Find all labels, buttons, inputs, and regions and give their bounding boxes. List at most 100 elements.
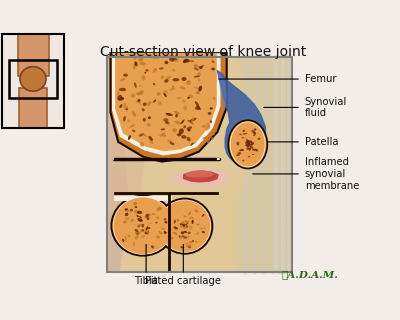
Ellipse shape bbox=[256, 149, 258, 151]
Ellipse shape bbox=[177, 97, 182, 99]
Ellipse shape bbox=[202, 136, 208, 139]
Ellipse shape bbox=[198, 66, 202, 69]
Ellipse shape bbox=[207, 138, 210, 144]
Ellipse shape bbox=[186, 59, 190, 62]
Ellipse shape bbox=[144, 72, 146, 74]
Ellipse shape bbox=[211, 133, 215, 135]
Ellipse shape bbox=[230, 121, 266, 167]
Ellipse shape bbox=[156, 55, 161, 59]
Ellipse shape bbox=[185, 220, 189, 223]
Ellipse shape bbox=[179, 236, 182, 239]
Ellipse shape bbox=[138, 224, 142, 226]
Ellipse shape bbox=[164, 221, 168, 223]
Text: Inflamed
synovial
membrane: Inflamed synovial membrane bbox=[305, 157, 359, 190]
Ellipse shape bbox=[140, 62, 146, 66]
Ellipse shape bbox=[157, 209, 160, 212]
Text: Patella: Patella bbox=[305, 137, 338, 147]
Ellipse shape bbox=[184, 225, 188, 228]
Ellipse shape bbox=[146, 226, 148, 231]
Ellipse shape bbox=[139, 216, 142, 219]
Ellipse shape bbox=[159, 231, 162, 234]
Polygon shape bbox=[114, 158, 218, 161]
Ellipse shape bbox=[251, 142, 254, 146]
Text: Femur: Femur bbox=[305, 74, 336, 84]
Ellipse shape bbox=[20, 67, 46, 91]
Polygon shape bbox=[218, 70, 266, 164]
Ellipse shape bbox=[184, 225, 187, 229]
Ellipse shape bbox=[147, 101, 151, 107]
Ellipse shape bbox=[251, 130, 255, 133]
Ellipse shape bbox=[192, 220, 194, 224]
Ellipse shape bbox=[252, 149, 257, 151]
Ellipse shape bbox=[202, 125, 206, 128]
Ellipse shape bbox=[178, 236, 181, 237]
Ellipse shape bbox=[250, 145, 252, 148]
Ellipse shape bbox=[119, 104, 122, 108]
Ellipse shape bbox=[183, 236, 187, 239]
Ellipse shape bbox=[134, 206, 137, 208]
Ellipse shape bbox=[246, 147, 250, 150]
Ellipse shape bbox=[188, 120, 193, 124]
Ellipse shape bbox=[133, 64, 136, 69]
Ellipse shape bbox=[186, 244, 192, 247]
Ellipse shape bbox=[192, 240, 194, 242]
Polygon shape bbox=[110, 53, 227, 162]
Ellipse shape bbox=[125, 213, 128, 216]
Ellipse shape bbox=[164, 218, 166, 220]
Ellipse shape bbox=[138, 225, 140, 227]
Ellipse shape bbox=[246, 142, 250, 144]
Ellipse shape bbox=[196, 223, 200, 225]
Ellipse shape bbox=[146, 213, 151, 216]
Ellipse shape bbox=[128, 135, 131, 140]
Ellipse shape bbox=[114, 197, 172, 254]
Ellipse shape bbox=[182, 77, 186, 81]
Ellipse shape bbox=[183, 125, 186, 128]
Ellipse shape bbox=[153, 83, 155, 85]
Ellipse shape bbox=[171, 60, 179, 62]
Ellipse shape bbox=[141, 75, 145, 81]
Text: Tibia: Tibia bbox=[134, 276, 158, 286]
Ellipse shape bbox=[236, 154, 240, 156]
Ellipse shape bbox=[136, 215, 139, 217]
Ellipse shape bbox=[207, 123, 210, 128]
Ellipse shape bbox=[148, 227, 150, 229]
Ellipse shape bbox=[111, 196, 175, 256]
Ellipse shape bbox=[246, 140, 248, 143]
Ellipse shape bbox=[130, 209, 133, 212]
Ellipse shape bbox=[138, 56, 143, 62]
Ellipse shape bbox=[152, 68, 157, 73]
Ellipse shape bbox=[188, 246, 191, 248]
Ellipse shape bbox=[157, 92, 161, 96]
Ellipse shape bbox=[158, 101, 162, 105]
Ellipse shape bbox=[156, 216, 159, 219]
Polygon shape bbox=[107, 88, 144, 216]
Ellipse shape bbox=[135, 236, 138, 240]
Ellipse shape bbox=[143, 76, 146, 79]
Ellipse shape bbox=[250, 143, 253, 146]
Ellipse shape bbox=[202, 214, 204, 217]
Ellipse shape bbox=[164, 61, 168, 64]
Ellipse shape bbox=[188, 129, 190, 132]
Ellipse shape bbox=[190, 118, 197, 121]
Ellipse shape bbox=[145, 214, 149, 218]
Ellipse shape bbox=[188, 212, 191, 215]
Ellipse shape bbox=[173, 232, 177, 235]
Ellipse shape bbox=[136, 92, 143, 95]
Ellipse shape bbox=[185, 225, 188, 228]
Ellipse shape bbox=[138, 99, 140, 102]
Ellipse shape bbox=[148, 136, 153, 141]
Ellipse shape bbox=[247, 142, 250, 144]
Ellipse shape bbox=[204, 227, 206, 229]
Ellipse shape bbox=[165, 122, 170, 124]
Ellipse shape bbox=[143, 118, 146, 122]
Ellipse shape bbox=[181, 236, 185, 237]
Ellipse shape bbox=[130, 219, 134, 222]
FancyBboxPatch shape bbox=[114, 196, 172, 201]
Text: Pitted cartilage: Pitted cartilage bbox=[145, 276, 221, 286]
Ellipse shape bbox=[155, 222, 158, 224]
Ellipse shape bbox=[196, 105, 201, 110]
Ellipse shape bbox=[194, 76, 200, 77]
Ellipse shape bbox=[164, 232, 167, 234]
Ellipse shape bbox=[247, 145, 250, 147]
Ellipse shape bbox=[190, 142, 194, 146]
